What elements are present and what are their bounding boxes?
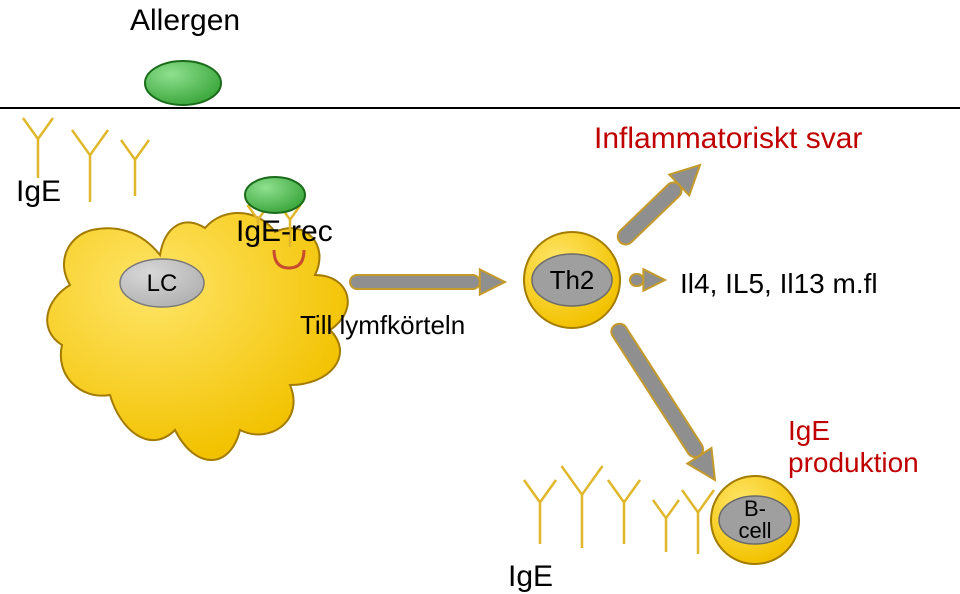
label-ige-prod: IgE produktion (788, 415, 919, 479)
antibody-icon (653, 500, 679, 552)
label-ige-left: IgE (16, 175, 61, 209)
antibody-icon (121, 140, 149, 196)
antibody-icon (23, 118, 53, 178)
antibody-icon (562, 466, 603, 548)
arrow-inflammation (610, 155, 710, 253)
label-allergen: Allergen (130, 4, 240, 38)
antibody-icon (608, 480, 640, 544)
allergen-oval (145, 61, 221, 105)
lc-label: LC (147, 270, 178, 297)
label-ige-rec: IgE-rec (236, 215, 333, 249)
label-inflamm: Inflammatoriskt svar (594, 122, 862, 156)
antibody-icon (682, 490, 714, 554)
label-interleukins: Il4, IL5, Il13 m.fl (680, 268, 878, 300)
antibody-icon (524, 480, 556, 544)
diagram-stage: LCTh2B-cell Allergen IgE IgE-rec Till ly… (0, 0, 960, 594)
label-till-lymf: Till lymfkörteln (300, 310, 465, 341)
arrow-to-th2 (350, 269, 505, 294)
arrow-interleukins (630, 269, 665, 291)
th2-label: Th2 (550, 265, 595, 295)
label-ige-bottom: IgE (508, 560, 553, 594)
arrow-to-bcell (603, 317, 727, 488)
allergen-captured (245, 177, 305, 213)
antibody-icon (72, 130, 108, 202)
